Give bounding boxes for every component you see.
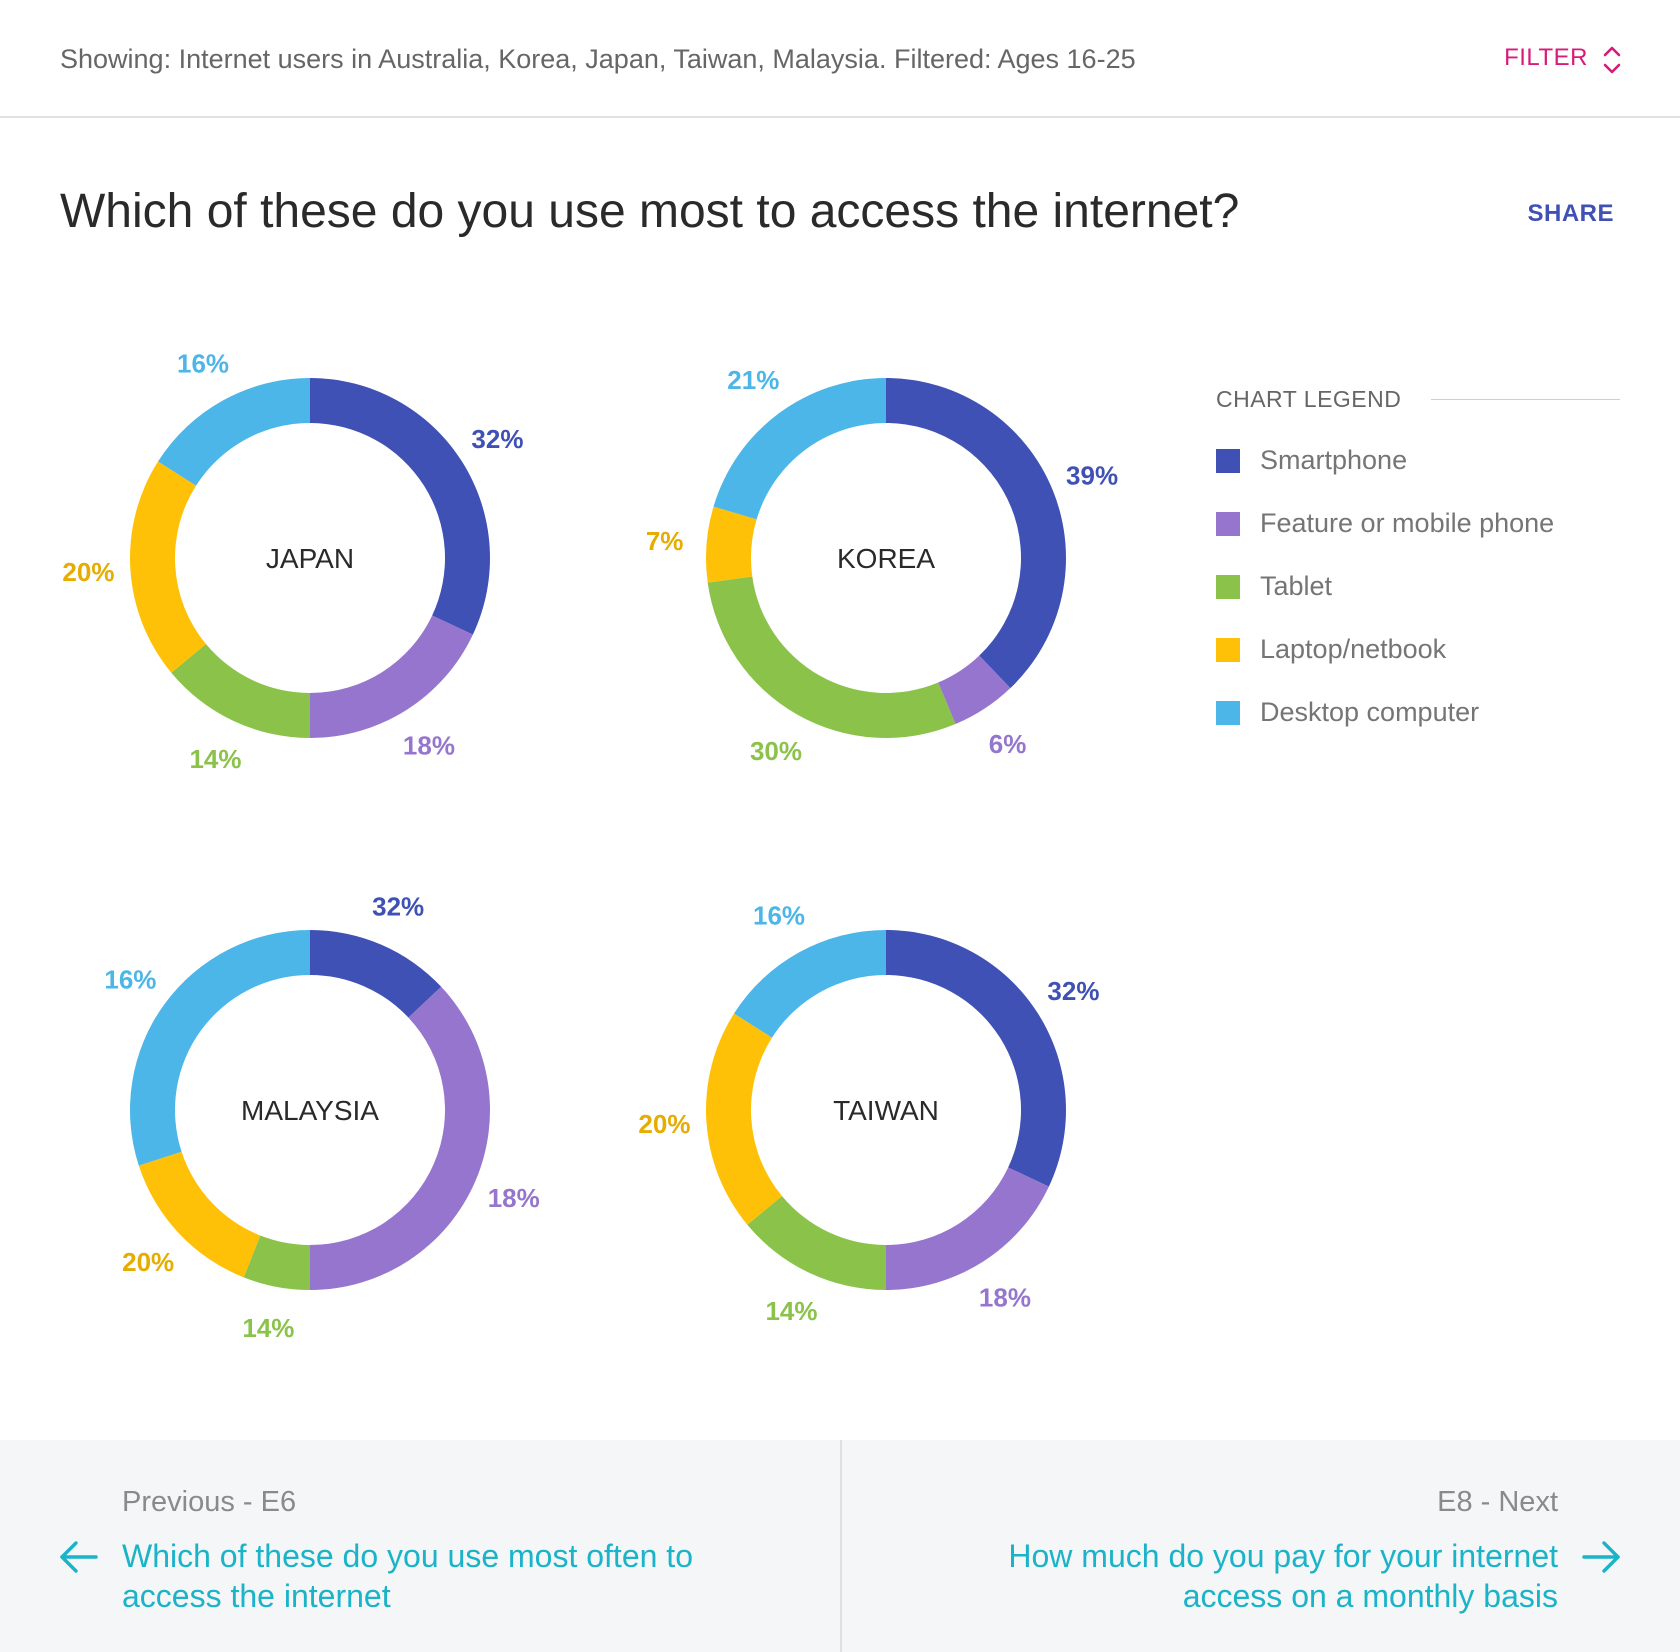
data-label-desktop: 16% [104, 965, 156, 995]
legend-item-feature-phone: Feature or mobile phone [1216, 508, 1620, 539]
donut-chart-japan: 32% 18% 14% 20% 16% JAPAN [62, 348, 523, 773]
donut-chart-malaysia: 32% 18% 14% 20% 16% MALAYSIA [104, 891, 539, 1343]
data-label-smartphone: 39% [1066, 460, 1118, 490]
legend-label: Smartphone [1260, 445, 1408, 475]
data-label-desktop: 16% [177, 348, 229, 378]
legend-label: Laptop/netbook [1260, 634, 1447, 664]
legend-label: Tablet [1260, 571, 1333, 601]
data-label-laptop: 20% [122, 1247, 174, 1277]
donut-chart-taiwan: 32% 18% 14% 20% 16% TAIWAN [638, 900, 1099, 1325]
filter-bar: Showing: Internet users in Australia, Ko… [0, 0, 1680, 118]
donut-charts: 32% 18% 14% 20% 16% JAPAN 39% 6% 30% 7% 21% KOREA 32… [62, 348, 1118, 1343]
data-label-smartphone: 32% [471, 424, 523, 454]
chart-legend: CHART LEGEND Smartphone Feature or mobil… [1216, 386, 1620, 728]
data-label-smartphone: 32% [372, 891, 424, 921]
slice-desktop [713, 378, 886, 520]
slice-tablet [707, 576, 956, 738]
slice-laptop [706, 1013, 782, 1225]
legend-swatch-tablet [1216, 574, 1240, 599]
next-question-link[interactable]: E8 - Next How much do you pay for your i… [842, 1440, 1680, 1652]
slice-smartphone [886, 378, 1067, 689]
slice-laptop [706, 506, 757, 583]
chart-title: TAIWAN [833, 1095, 939, 1126]
footer-divider [840, 1440, 842, 1652]
slice-feature-phone [938, 655, 1011, 725]
previous-question-code: Previous - E6 [122, 1486, 297, 1518]
unfold-icon[interactable] [1600, 40, 1624, 80]
next-question-title[interactable]: How much do you pay for your internet ac… [1008, 1538, 1558, 1614]
donut-chart-korea: 39% 6% 30% 7% 21% KOREA [646, 365, 1118, 766]
slice-smartphone [310, 378, 490, 635]
legend-swatch-laptop [1216, 637, 1240, 662]
chart-title: MALAYSIA [241, 1095, 379, 1126]
slice-feature-phone [310, 615, 473, 738]
legend-item-tablet: Tablet [1216, 571, 1620, 602]
data-label-feature-phone: 18% [979, 1282, 1031, 1312]
slice-tablet [747, 1196, 886, 1290]
slice-desktop [734, 930, 886, 1038]
next-question-code: E8 - Next [1437, 1486, 1558, 1518]
slice-desktop [130, 930, 310, 1166]
chart-title: JAPAN [266, 543, 354, 574]
legend-divider [1431, 399, 1620, 400]
question-navigation: Previous - E6 Which of these do you use … [0, 1440, 1680, 1652]
data-label-tablet: 14% [765, 1296, 817, 1326]
data-label-desktop: 21% [727, 365, 779, 395]
data-label-laptop: 20% [638, 1109, 690, 1139]
legend-title: CHART LEGEND [1216, 386, 1620, 413]
legend-label: Feature or mobile phone [1260, 508, 1555, 538]
slice-laptop [130, 461, 206, 673]
previous-question-link[interactable]: Previous - E6 Which of these do you use … [0, 1440, 840, 1652]
arrow-left-icon[interactable] [56, 1534, 102, 1580]
filter-summary: Showing: Internet users in Australia, Ko… [60, 44, 1136, 74]
legend-label: Desktop computer [1260, 697, 1480, 727]
slice-feature-phone [886, 1167, 1049, 1290]
filter-button[interactable]: FILTER [1504, 44, 1588, 71]
data-label-feature-phone: 6% [989, 729, 1027, 759]
data-label-tablet: 14% [242, 1313, 294, 1343]
previous-question-title[interactable]: Which of these do you use most often to … [122, 1538, 693, 1614]
data-label-feature-phone: 18% [403, 730, 455, 760]
legend-item-smartphone: Smartphone [1216, 445, 1620, 476]
legend-item-desktop: Desktop computer [1216, 697, 1620, 728]
data-label-tablet: 14% [189, 744, 241, 774]
share-button[interactable]: SHARE [1527, 200, 1614, 227]
slice-desktop [158, 378, 310, 486]
slice-feature-phone [310, 986, 491, 1290]
data-label-laptop: 7% [646, 526, 684, 556]
legend-swatch-feature-phone [1216, 511, 1240, 536]
arrow-right-icon[interactable] [1578, 1534, 1624, 1580]
data-label-laptop: 20% [62, 557, 114, 587]
legend-swatch-desktop [1216, 700, 1240, 725]
data-label-desktop: 16% [753, 900, 805, 930]
slice-smartphone [310, 930, 442, 1018]
data-label-smartphone: 32% [1047, 976, 1099, 1006]
legend-item-laptop: Laptop/netbook [1216, 634, 1620, 665]
data-label-feature-phone: 18% [488, 1183, 540, 1213]
chart-title: KOREA [837, 543, 935, 574]
slice-tablet [171, 644, 310, 738]
slice-laptop [138, 1151, 261, 1278]
slice-smartphone [886, 930, 1066, 1187]
legend-title-text: CHART LEGEND [1216, 386, 1402, 412]
legend-swatch-smartphone [1216, 448, 1240, 473]
data-label-tablet: 30% [750, 736, 802, 766]
slice-tablet [243, 1235, 310, 1290]
question-title: Which of these do you use most to access… [60, 185, 1240, 238]
